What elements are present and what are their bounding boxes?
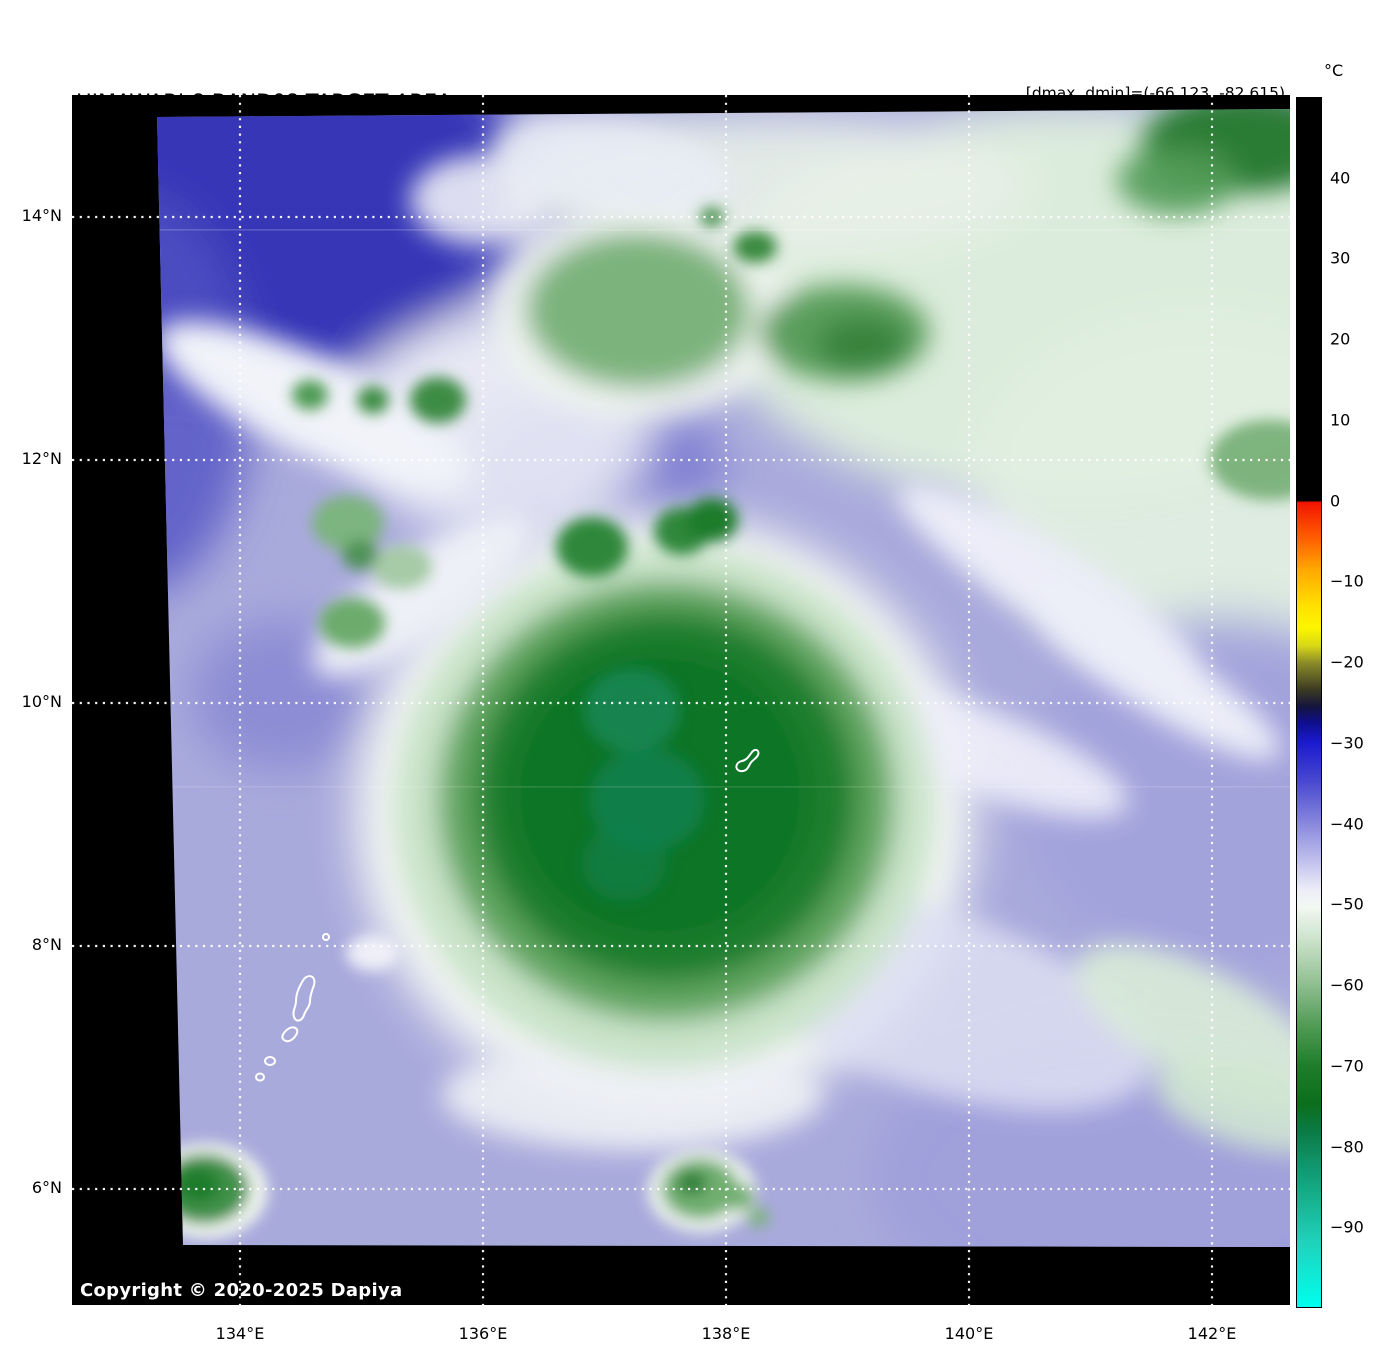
lat-tick-label: 14°N	[0, 206, 62, 225]
colorbar-tick-label: 20	[1330, 330, 1350, 349]
colorbar-tick-label: −50	[1330, 895, 1364, 914]
lon-tick-label: 134°E	[195, 1324, 285, 1343]
satellite-map: Copyright © 2020-2025 Dapiya	[72, 95, 1290, 1305]
lon-tick-label: 138°E	[681, 1324, 771, 1343]
colorbar-ticks: 40 30 20 10 0 −10 −20 −30 −40 −50 −60 −70 −80 −90	[1330, 97, 1390, 1308]
colorbar-unit-label: °C	[1324, 61, 1343, 80]
copyright-label: Copyright © 2020-2025 Dapiya	[80, 1280, 402, 1301]
lat-tick-label: 12°N	[0, 449, 62, 468]
colorbar-tick-label: −40	[1330, 814, 1364, 833]
lon-tick-label: 140°E	[924, 1324, 1014, 1343]
satellite-plot-page: HIMAWARI-8 BAND08 TARGET AREA Time: 2025…	[0, 0, 1390, 1359]
colorbar-tick-label: −70	[1330, 1056, 1364, 1075]
lon-tick-label: 142°E	[1167, 1324, 1257, 1343]
colorbar-tick-label: −90	[1330, 1218, 1364, 1237]
colorbar-tick-label: −80	[1330, 1137, 1364, 1156]
colorbar-tick-label: 10	[1330, 410, 1350, 429]
colorbar-tick-label: 0	[1330, 491, 1340, 510]
lon-tick-label: 136°E	[438, 1324, 528, 1343]
colorbar-tick-label: 30	[1330, 249, 1350, 268]
colorbar-tick-label: 40	[1330, 168, 1350, 187]
satellite-image	[72, 95, 1290, 1305]
colorbar-tick-label: −60	[1330, 976, 1364, 995]
colorbar-tick-label: −20	[1330, 653, 1364, 672]
lat-tick-label: 10°N	[0, 692, 62, 711]
colorbar-tick-label: −10	[1330, 572, 1364, 591]
lat-tick-label: 6°N	[0, 1178, 62, 1197]
colorbar	[1296, 97, 1322, 1308]
colorbar-tick-label: −30	[1330, 733, 1364, 752]
lat-tick-label: 8°N	[0, 935, 62, 954]
